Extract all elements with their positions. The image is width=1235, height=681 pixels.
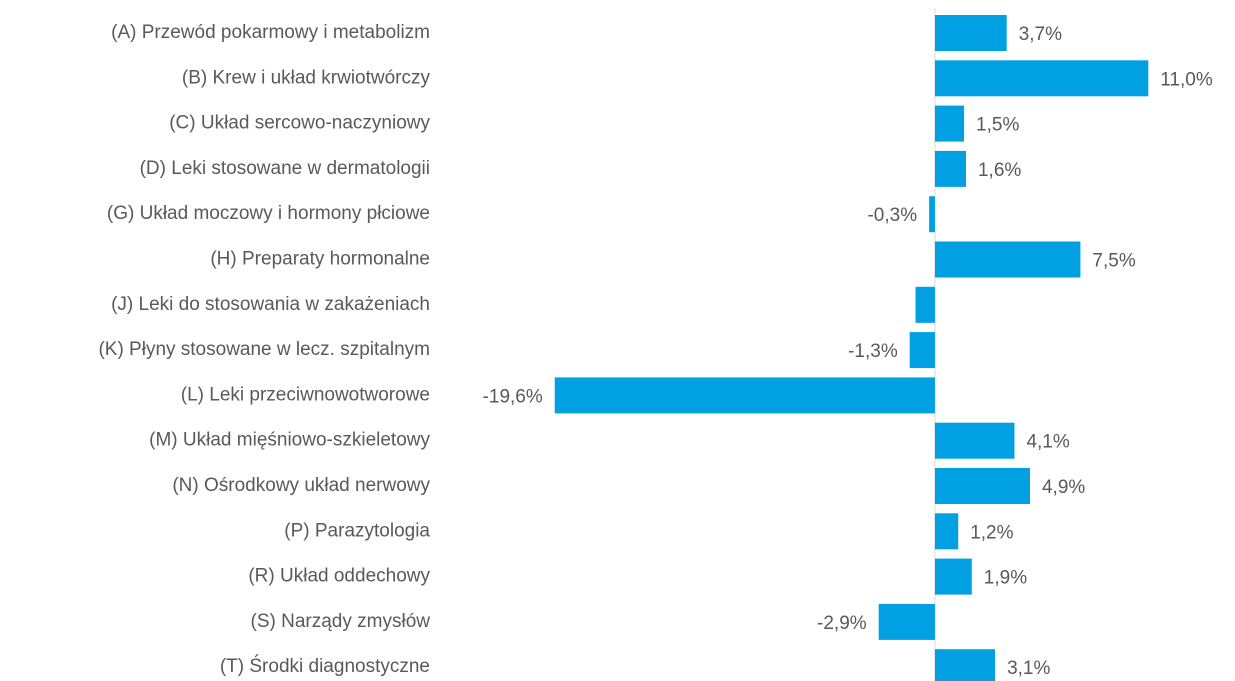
value-label: 7,5% [1092,251,1135,272]
category-label: (A) Przewód pokarmowy i metabolizm [111,22,430,43]
bar [934,241,1081,278]
category-label: (M) Układ mięśniowo-szkieletowy [149,430,430,451]
category-label: (H) Preparaty hormonalne [210,249,430,270]
value-label: 3,7% [1019,24,1062,45]
value-label: 4,9% [1042,477,1085,498]
value-label: -0,3% [867,205,917,226]
value-label: 4,1% [1026,432,1069,453]
value-label: 11,0% [1160,69,1213,90]
category-label: (D) Leki stosowane w dermatologii [140,158,430,179]
category-label: (P) Parazytologia [284,520,430,541]
bar [915,286,935,323]
value-label: -1,3% [848,341,898,362]
category-label: (R) Układ oddechowy [248,566,430,587]
bar [554,377,935,414]
bar [934,150,966,187]
value-label: -19,6% [483,386,543,407]
value-label: 1,5% [976,115,1019,136]
value-label: 1,2% [970,522,1013,543]
category-label: (G) Układ moczowy i hormony płciowe [107,203,430,224]
bar [929,196,935,233]
value-label: 1,6% [978,160,1021,181]
bar [934,422,1015,459]
bar [878,603,935,640]
category-label: (L) Leki przeciwnowotworowe [181,384,430,405]
bar [934,649,996,681]
category-label: (K) Płyny stosowane w lecz. szpitalnym [98,339,430,360]
category-label: (S) Narządy zmysłów [251,611,431,632]
bar [934,468,1030,504]
category-label: (N) Ośrodkowy układ nerwowy [172,475,430,496]
value-label: 1,9% [984,568,1027,589]
bar [934,513,959,550]
category-label: (J) Leki do stosowania w zakażeniach [111,294,430,315]
value-label: 3,1% [1007,658,1050,679]
bar [934,105,965,142]
category-label: (C) Układ sercowo-naczyniowy [169,113,430,134]
bar [934,558,972,595]
value-label: -2,9% [817,613,867,634]
category-label: (T) Środki diagnostyczne [220,655,430,677]
bar [934,60,1149,97]
bar [934,15,1007,51]
bar [909,332,935,369]
category-label: (B) Krew i układ krwiotwórczy [182,67,431,88]
